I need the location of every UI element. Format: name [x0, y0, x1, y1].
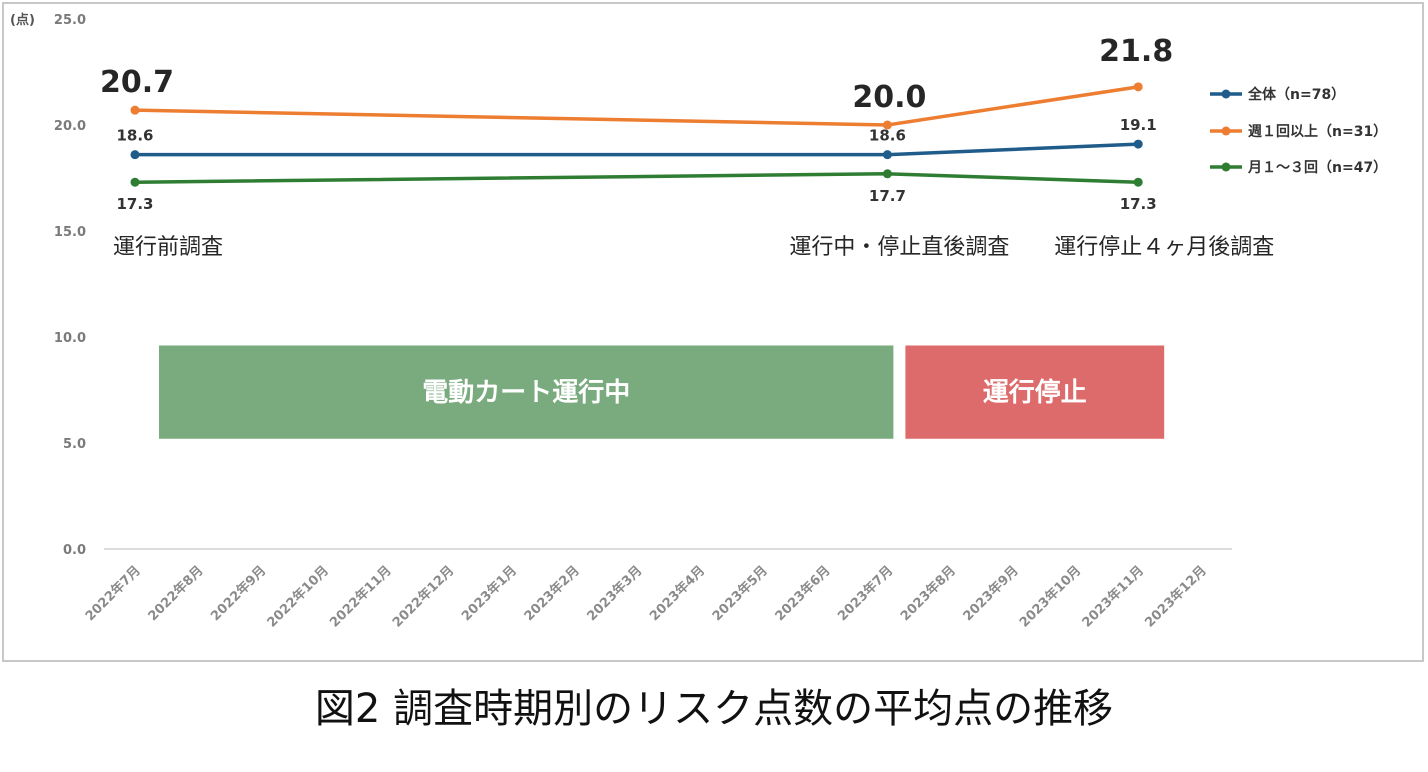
- y-tick-label: 15.0: [54, 225, 86, 240]
- survey-phase-label: 運行停止４ヶ月後調査: [1054, 235, 1274, 260]
- period-band: [159, 345, 894, 439]
- data-label: 17.3: [116, 195, 153, 213]
- y-tick-label: 25.0: [54, 13, 86, 28]
- x-tick-label: 2023年11月: [1079, 563, 1147, 631]
- x-tick-label: 2022年10月: [264, 563, 332, 631]
- legend-label: 月１～３回（n=47）: [1247, 160, 1387, 176]
- series-line: [134, 172, 1139, 184]
- data-point: [882, 120, 892, 130]
- data-label: 20.0: [852, 80, 926, 115]
- chart-frame: (点) 0.0 5.0 10.0 15.0 20.0 25.0 2022年7月 2022年8月 2…: [2, 2, 1424, 662]
- data-label: 19.1: [1120, 116, 1157, 134]
- x-tick-label: 2022年12月: [389, 563, 457, 631]
- period-band-label: 電動カート運行中: [422, 377, 630, 408]
- data-label: 21.8: [1099, 34, 1173, 69]
- x-tick-label: 2023年7月: [835, 563, 897, 625]
- y-tick-label: 20.0: [54, 119, 86, 134]
- x-tick-label: 2023年5月: [709, 563, 771, 625]
- data-label: 18.6: [116, 127, 153, 145]
- x-tick-label: 2023年2月: [521, 563, 583, 625]
- x-tick-label: 2023年9月: [960, 563, 1022, 625]
- data-point: [130, 150, 140, 160]
- legend-marker: [1221, 89, 1231, 99]
- x-tick-label: 2022年8月: [145, 563, 207, 625]
- legend-marker: [1221, 126, 1231, 136]
- legend-marker: [1221, 162, 1231, 172]
- data-point: [882, 150, 892, 160]
- x-tick-label: 2023年4月: [646, 563, 708, 625]
- data-point: [882, 169, 892, 179]
- data-label: 20.7: [100, 65, 174, 100]
- y-tick-label: 10.0: [54, 331, 86, 346]
- data-point: [130, 105, 140, 115]
- figure-caption: 図2 調査時期別のリスク点数の平均点の推移: [314, 686, 1114, 732]
- data-label: 17.3: [1120, 195, 1157, 213]
- x-tick-label: 2023年6月: [772, 563, 834, 625]
- data-label: 18.6: [869, 127, 906, 145]
- x-tick-label: 2023年3月: [584, 563, 646, 625]
- x-tick-label: 2022年9月: [208, 563, 270, 625]
- period-band: [905, 345, 1165, 439]
- x-tick-label: 2023年12月: [1142, 563, 1210, 631]
- x-tick-label: 2023年8月: [897, 563, 959, 625]
- data-point: [1133, 82, 1143, 92]
- x-tick-label: 2023年1月: [458, 563, 520, 625]
- y-tick-label: 0.0: [63, 543, 86, 558]
- x-tick-label: 2023年10月: [1016, 563, 1084, 631]
- x-tick-label: 2022年7月: [82, 563, 144, 625]
- data-point: [1133, 177, 1143, 187]
- y-unit-label: (点): [10, 12, 35, 28]
- data-label: 17.7: [869, 187, 906, 205]
- survey-phase-label: 運行中・停止直後調査: [789, 235, 1009, 260]
- survey-phase-label: 運行前調査: [113, 235, 223, 260]
- legend-label: 全体（n=78）: [1247, 86, 1345, 103]
- legend-label: 週１回以上（n=31）: [1248, 124, 1387, 140]
- data-point: [130, 177, 140, 187]
- period-band-label: 運行停止: [983, 377, 1087, 408]
- series-line: [134, 85, 1139, 127]
- x-tick-label: 2022年11月: [327, 563, 395, 631]
- y-tick-label: 5.0: [63, 437, 86, 452]
- series-line: [135, 142, 1139, 157]
- data-point: [1133, 139, 1143, 149]
